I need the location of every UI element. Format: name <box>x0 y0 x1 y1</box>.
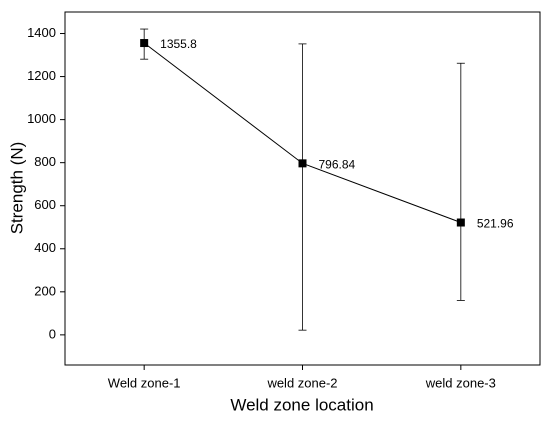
y-tick-label: 400 <box>34 240 56 255</box>
marker <box>140 39 149 48</box>
marker <box>456 218 465 227</box>
data-label: 521.96 <box>477 217 514 231</box>
y-tick-label: 800 <box>34 154 56 169</box>
y-tick-label: 0 <box>49 326 56 341</box>
y-axis-label: Strength (N) <box>7 142 26 235</box>
y-tick-label: 1400 <box>27 25 56 40</box>
y-tick-label: 200 <box>34 283 56 298</box>
x-tick-label: weld zone-3 <box>425 375 496 390</box>
x-tick-label: weld zone-2 <box>266 375 337 390</box>
y-tick-label: 1000 <box>27 111 56 126</box>
x-tick-label: Weld zone-1 <box>108 375 181 390</box>
y-tick-label: 1200 <box>27 68 56 83</box>
data-label: 796.84 <box>319 158 356 172</box>
y-tick-label: 600 <box>34 197 56 212</box>
x-axis-label: Weld zone location <box>230 395 373 414</box>
data-label: 1355.8 <box>160 37 197 51</box>
marker <box>298 159 307 168</box>
